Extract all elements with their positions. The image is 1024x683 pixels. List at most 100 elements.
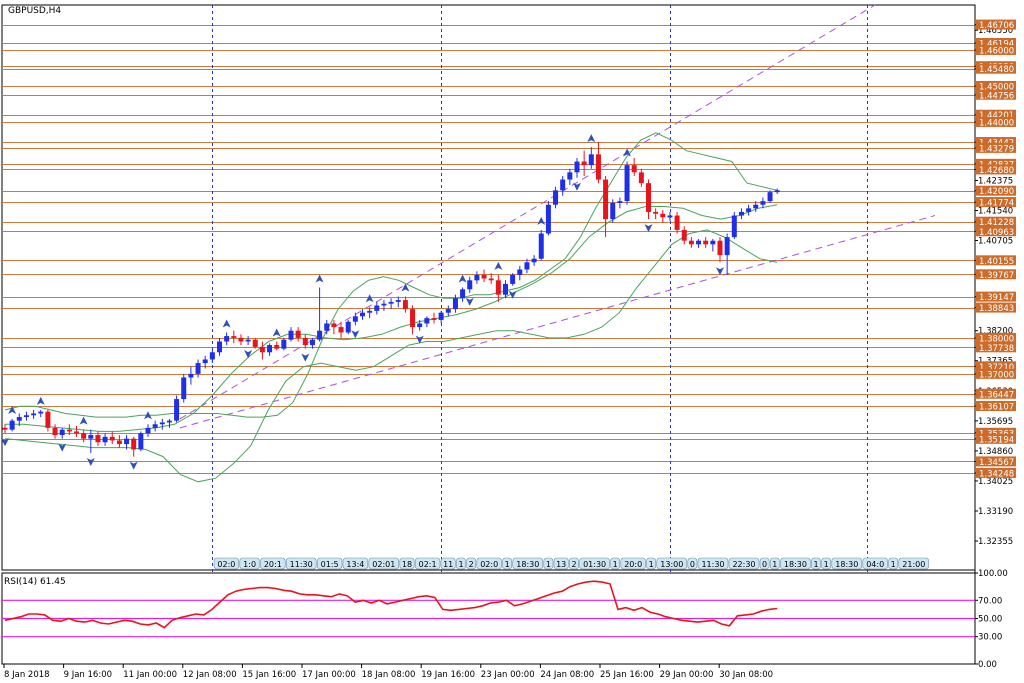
candle-body bbox=[66, 429, 72, 432]
fractal-markers bbox=[1, 134, 724, 470]
candle-body bbox=[674, 215, 680, 230]
candle-body bbox=[81, 433, 87, 439]
session-pill-label: 11:30 bbox=[701, 560, 724, 569]
candle bbox=[738, 208, 744, 220]
channel-lower-line bbox=[179, 215, 936, 429]
fractal-up-marker bbox=[587, 134, 596, 143]
candle bbox=[703, 237, 709, 248]
candle bbox=[95, 431, 101, 446]
candle-body bbox=[481, 274, 487, 279]
candle bbox=[38, 409, 44, 418]
session-pill bbox=[456, 557, 466, 570]
session-pill-label: 20:1 bbox=[264, 560, 282, 569]
level-price-label: 1.43279 bbox=[979, 144, 1014, 154]
candle bbox=[402, 296, 408, 313]
time-tick-label: 30 Jan 08:00 bbox=[719, 670, 773, 680]
candle bbox=[360, 309, 365, 320]
channel-upper-line bbox=[179, 4, 876, 420]
candle-body bbox=[209, 352, 215, 360]
candle bbox=[338, 321, 344, 338]
candle bbox=[467, 276, 473, 293]
candle bbox=[588, 147, 594, 169]
candle bbox=[560, 175, 566, 196]
session-pill-label: 21:00 bbox=[902, 560, 925, 569]
level-price-tag bbox=[976, 44, 1016, 55]
session-pill bbox=[759, 557, 770, 570]
candle bbox=[88, 429, 94, 454]
candle-body bbox=[238, 337, 244, 342]
candle-body bbox=[288, 330, 294, 340]
candle bbox=[688, 237, 694, 248]
time-tick-label: 9 Jan 16:00 bbox=[64, 670, 112, 680]
level-price-label: 1.36447 bbox=[979, 390, 1014, 400]
session-pill-label: 1 bbox=[649, 560, 654, 569]
session-pill bbox=[285, 557, 317, 570]
candle bbox=[624, 161, 630, 205]
candle bbox=[531, 255, 537, 266]
candle bbox=[9, 418, 15, 432]
candle-body bbox=[302, 337, 308, 346]
candle bbox=[281, 337, 287, 351]
candle-body bbox=[131, 438, 137, 450]
session-pill bbox=[239, 557, 260, 570]
candle-body bbox=[245, 339, 251, 342]
candle-body bbox=[224, 336, 230, 342]
price-tick-label: 1.33190 bbox=[978, 507, 1013, 517]
price-tick-label: 1.42375 bbox=[978, 176, 1013, 186]
candle bbox=[124, 435, 130, 450]
level-price-tag bbox=[976, 467, 1016, 478]
candle-body bbox=[574, 161, 580, 173]
level-price-tag bbox=[976, 433, 1016, 444]
session-pill bbox=[697, 557, 729, 570]
time-tick-label: 15 Jan 16:00 bbox=[242, 670, 296, 680]
price-tick-label: 1.35695 bbox=[978, 417, 1013, 427]
session-pill bbox=[316, 557, 343, 570]
candle bbox=[617, 197, 623, 209]
candle-body bbox=[360, 312, 365, 317]
fractal-up-marker bbox=[401, 283, 410, 292]
candle-body bbox=[74, 431, 79, 434]
candle bbox=[188, 366, 194, 385]
fractal-down-marker bbox=[465, 297, 474, 306]
session-pill-label: 13:00 bbox=[660, 560, 683, 569]
session-pill-label: 1 bbox=[891, 560, 896, 569]
candle bbox=[581, 150, 587, 176]
candle bbox=[317, 287, 323, 342]
session-pill bbox=[466, 557, 477, 570]
candle bbox=[45, 409, 51, 432]
fractal-up-marker bbox=[272, 328, 281, 337]
time-tick-label: 8 Jan 2018 bbox=[4, 670, 50, 680]
candle-body bbox=[624, 165, 630, 202]
candle bbox=[217, 337, 222, 356]
candle-body bbox=[309, 339, 315, 346]
candle-body bbox=[188, 373, 194, 378]
fractal-down-marker bbox=[58, 443, 67, 452]
candle bbox=[510, 273, 516, 286]
candle-body bbox=[452, 298, 458, 310]
candle-body bbox=[603, 179, 609, 220]
price-tick-label: 1.34860 bbox=[978, 447, 1013, 457]
horizontal-levels bbox=[2, 25, 975, 474]
candle bbox=[374, 301, 380, 315]
candle-body bbox=[774, 190, 780, 193]
level-price-label: 1.46000 bbox=[979, 46, 1014, 56]
level-price-label: 1.40963 bbox=[979, 228, 1014, 238]
fractal-down-marker bbox=[244, 350, 253, 359]
candle bbox=[731, 211, 737, 239]
candle-body bbox=[124, 438, 130, 445]
candle bbox=[209, 348, 215, 364]
candle bbox=[674, 211, 680, 234]
level-price-tag bbox=[976, 109, 1016, 120]
candle bbox=[74, 426, 79, 437]
candle-body bbox=[295, 330, 301, 338]
candle bbox=[302, 334, 308, 349]
level-price-tag bbox=[976, 332, 1016, 343]
candle-body bbox=[660, 213, 666, 218]
candle bbox=[345, 319, 351, 335]
candle-body bbox=[352, 316, 358, 322]
candle-body bbox=[410, 309, 416, 328]
candle-body bbox=[145, 427, 151, 434]
time-tick-label: 29 Jan 00:00 bbox=[660, 670, 714, 680]
candle-body bbox=[631, 165, 637, 173]
